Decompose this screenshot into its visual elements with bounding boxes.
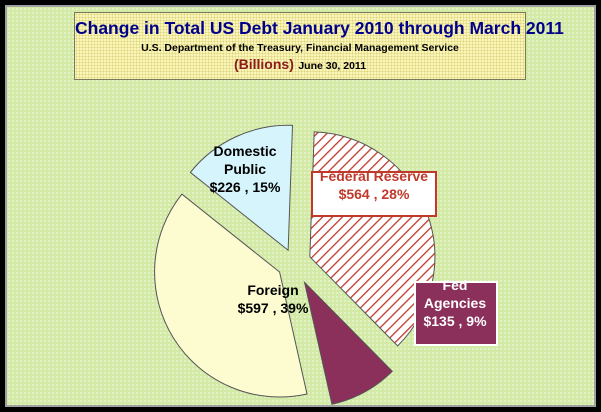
data-label: Domestic	[213, 143, 276, 159]
data-label: Fed	[443, 277, 468, 293]
units-line: (Billions) June 30, 2011	[75, 56, 525, 74]
data-label-box	[311, 171, 437, 217]
chart-panel: Change in Total US Debt January 2010 thr…	[5, 5, 596, 407]
chart-subtitle: U.S. Department of the Treasury, Financi…	[141, 42, 459, 54]
data-label: $226 , 15%	[210, 179, 281, 195]
title-box: Change in Total US Debt January 2010 thr…	[74, 12, 564, 80]
data-label: $135 , 9%	[423, 313, 487, 329]
pie-slice-foreign	[154, 193, 308, 398]
data-label: Agencies	[424, 295, 486, 311]
pie-labels: Federal Reserve $564 , 28% Fed Agencies $135…	[210, 143, 498, 346]
data-label-box	[414, 281, 498, 346]
data-label: Federal Reserve	[320, 168, 428, 184]
date-label: June 30, 2011	[298, 60, 367, 72]
pie-chart: Federal Reserve $564 , 28% Fed Agencies $135…	[154, 124, 498, 405]
pie-slice-domestic-public	[189, 124, 294, 252]
data-label: Foreign	[247, 282, 298, 298]
data-label: $597 , 39%	[238, 300, 309, 316]
data-label: $564 , 28%	[339, 186, 410, 202]
data-label: Public	[224, 161, 266, 177]
units-label: (Billions)	[233, 56, 294, 72]
pie-slice-fed-agencies	[303, 280, 394, 405]
chart-title: Change in Total US Debt January 2010 thr…	[75, 18, 564, 38]
